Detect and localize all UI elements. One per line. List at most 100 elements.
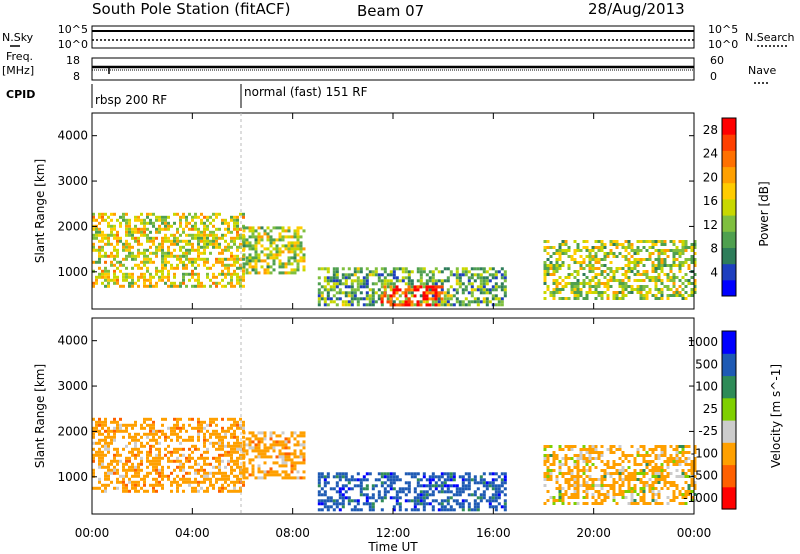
power-cell (119, 224, 122, 228)
velocity-cell (155, 480, 158, 484)
power-cell (594, 246, 598, 249)
power-cell (155, 266, 158, 270)
velocity-cell (299, 455, 303, 459)
power-cell (185, 233, 188, 237)
velocity-cell (642, 487, 646, 490)
power-cell (476, 303, 480, 307)
power-cell (125, 227, 128, 231)
velocity-cell (678, 460, 682, 463)
velocity-cell (182, 468, 185, 472)
power-cell (543, 261, 547, 264)
velocity-cell (570, 457, 574, 460)
velocity-cell (591, 487, 595, 490)
velocity-cell (657, 502, 661, 505)
velocity-cell (392, 496, 396, 500)
power-cell (416, 285, 420, 289)
power-cell (419, 294, 423, 298)
power-cell (245, 241, 249, 245)
velocity-cell (543, 502, 547, 505)
velocity-cell (233, 447, 236, 451)
power-cell (588, 288, 592, 291)
power-cell (92, 233, 95, 237)
power-cell (636, 264, 640, 267)
power-cell (374, 270, 378, 274)
velocity-cell (576, 496, 580, 499)
velocity-cell (290, 461, 294, 465)
power-cell (437, 291, 441, 295)
power-cell (546, 252, 550, 255)
power-cell (128, 248, 131, 252)
velocity-cell (155, 477, 158, 481)
power-cell (503, 294, 507, 298)
velocity-cell (395, 502, 399, 506)
velocity-cell (236, 489, 239, 493)
velocity-cell (176, 447, 179, 451)
power-cell (440, 288, 444, 292)
power-cell (431, 276, 435, 280)
power-cell (260, 250, 264, 254)
power-cell (182, 266, 185, 270)
velocity-cell (681, 496, 685, 499)
velocity-cell (615, 481, 619, 484)
power-cell (113, 263, 116, 267)
power-cell (603, 243, 607, 246)
velocity-cell (200, 480, 203, 484)
velocity-cell (176, 486, 179, 490)
velocity-cell (284, 446, 288, 450)
power-cell (203, 284, 206, 288)
power-cell (221, 284, 224, 288)
power-cell (197, 257, 200, 261)
velocity-cell (209, 471, 212, 475)
power-cell (131, 233, 134, 237)
power-cell (672, 285, 676, 288)
velocity-cell (224, 480, 227, 484)
power-cell (107, 224, 110, 228)
velocity-cell (197, 462, 200, 466)
velocity-cell (645, 472, 649, 475)
velocity-cell (359, 484, 363, 488)
power-cell (615, 267, 619, 270)
power-cell (609, 243, 613, 246)
power-cell (248, 256, 252, 260)
power-cell (681, 276, 685, 279)
power-cell (485, 279, 489, 283)
velocity-cell (146, 453, 149, 457)
power-cell (158, 242, 161, 246)
power-cell (230, 215, 233, 219)
velocity-cell (555, 487, 559, 490)
velocity-cell (101, 432, 104, 436)
power-cell (681, 240, 685, 243)
cpid-label: CPID (6, 88, 35, 101)
velocity-cell (302, 431, 306, 435)
power-cell (152, 242, 155, 246)
power-cell (449, 303, 453, 307)
velocity-cell (317, 472, 321, 476)
power-cell (341, 276, 345, 280)
power-cell (170, 242, 173, 246)
velocity-cell (491, 499, 495, 503)
velocity-cell (419, 499, 423, 503)
velocity-cell (416, 508, 420, 512)
velocity-cell (182, 489, 185, 493)
power-cell (392, 294, 396, 298)
velocity-cell (434, 487, 438, 491)
velocity-cell (158, 435, 161, 439)
power-cell (230, 239, 233, 243)
velocity-cell (188, 471, 191, 475)
power-cell (654, 276, 658, 279)
power-cell (552, 267, 556, 270)
power-cell (353, 270, 357, 274)
power-cell (101, 248, 104, 252)
velocity-cell (443, 508, 447, 512)
power-cell (125, 233, 128, 237)
power-cell (116, 275, 119, 279)
power-cell (299, 241, 303, 245)
power-cell (410, 291, 414, 295)
power-cell (143, 257, 146, 261)
power-cell (503, 273, 507, 277)
velocity-cell (215, 423, 218, 427)
power-cell (353, 291, 357, 295)
power-cell (371, 291, 375, 295)
velocity-cell (98, 453, 101, 457)
velocity-cell (92, 441, 95, 445)
